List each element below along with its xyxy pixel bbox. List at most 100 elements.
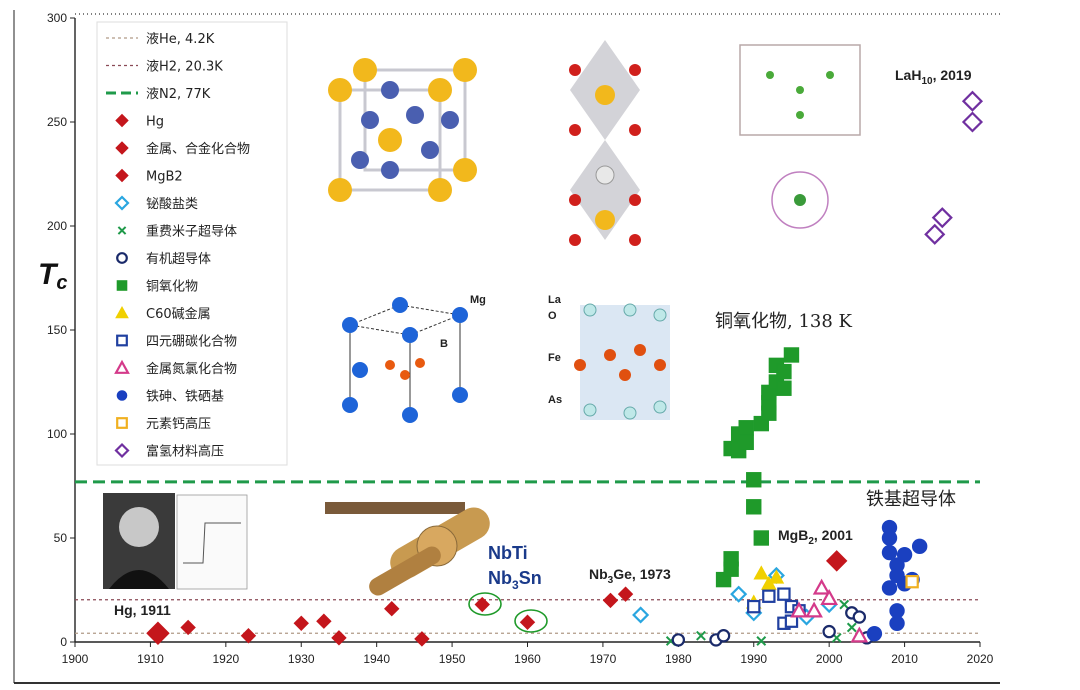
data-point-series-4 [756, 636, 767, 646]
data-point-series-3 [730, 585, 748, 603]
svg-text:La: La [548, 294, 562, 306]
legend: 液He, 4.2K 液H2, 20.3K 液N2, 77K Hg 金属、合金化合物 MgB… [96, 21, 288, 466]
data-point-series-7 [753, 565, 770, 580]
legend-marker-10 [116, 390, 128, 401]
data-point-series-9 [790, 601, 808, 618]
y-tick-label: 150 [47, 323, 67, 337]
y-tick-label: 50 [54, 531, 68, 545]
legend-label: 金属氮氯化合物 [146, 361, 237, 377]
legend-label: 元素钙高压 [146, 416, 211, 432]
legend-marker-8 [116, 334, 128, 347]
legend-label: 有机超导体 [146, 252, 211, 267]
data-point-series-8 [777, 587, 791, 601]
x-tick-label: 1950 [439, 652, 466, 666]
hydride-cage-image [739, 44, 861, 229]
legend-marker-11 [116, 417, 128, 429]
y-tick-label: 100 [47, 427, 67, 441]
legend-label: 铋酸盐类 [146, 197, 198, 212]
annotation-nbti: NbTi [488, 543, 528, 563]
data-point-series-1 [240, 628, 257, 644]
x-tick-label: 1930 [288, 652, 315, 666]
legend-label: 铁砷、铁硒基 [146, 390, 224, 405]
y-axis-label-sub: c [56, 272, 67, 294]
legend-marker-2 [115, 168, 129, 183]
x-tick-label: 1990 [740, 652, 767, 666]
data-point-series-6 [746, 499, 762, 515]
data-point-series-11 [905, 574, 919, 589]
data-point-series-4 [846, 622, 857, 633]
data-point-series-6 [783, 347, 800, 363]
data-point-series-1 [316, 613, 332, 629]
data-point-series-5 [822, 624, 836, 639]
y-tick-label: 0 [60, 635, 67, 649]
annotation-lah10-2019: LaH10, 2019 [895, 67, 972, 87]
x-tick-label: 1940 [363, 652, 390, 666]
data-point-series-12 [961, 111, 984, 133]
legend-label: 液H2, 20.3K [146, 60, 223, 75]
svg-text:O: O [548, 310, 557, 322]
cubic-structure-image [328, 58, 477, 202]
y-tick-label: 200 [47, 219, 67, 233]
legend-box [96, 21, 288, 466]
data-point-series-1 [384, 601, 400, 617]
data-point-series-10 [881, 544, 898, 561]
legend-marker-1 [115, 141, 129, 155]
legend-label: MgB2 [146, 170, 183, 185]
x-tick-label: 1980 [665, 652, 692, 666]
data-point-series-1 [180, 619, 196, 636]
data-point-series-2 [826, 550, 848, 572]
legend-label: 四元硼碳化合物 [146, 335, 237, 350]
y-axis-label-main: T [38, 258, 59, 291]
data-point-series-1 [519, 614, 536, 630]
legend-label: 富氢材料高压 [146, 444, 224, 460]
data-point-series-10 [889, 615, 905, 631]
x-tick-label: 1960 [514, 652, 541, 666]
x-tick-label: 1970 [590, 652, 617, 666]
data-point-series-4 [696, 630, 706, 641]
data-point-series-9 [812, 578, 831, 595]
legend-label: 铜氧化物 [146, 280, 198, 295]
x-tick-label: 1900 [62, 652, 89, 666]
data-point-series-6 [776, 363, 792, 380]
data-point-series-6 [746, 472, 762, 488]
kamerlingh-onnes-photo [103, 493, 248, 590]
data-point-series-9 [805, 601, 823, 618]
nbti-highlight-ellipse [468, 592, 502, 616]
data-point-series-7 [768, 569, 785, 584]
y-axis-label: Tc [38, 258, 67, 294]
data-point-series-6 [738, 420, 754, 436]
data-point-series-5 [852, 610, 867, 624]
perovskite-structure-image [569, 40, 641, 246]
svg-text:Mg: Mg [470, 294, 486, 306]
annotation-hg-1911: Hg, 1911 [114, 602, 171, 618]
data-point-series-1 [602, 592, 619, 609]
data-point-series-12 [961, 90, 984, 112]
x-tick-label: 2010 [891, 652, 918, 666]
data-point-series-9 [850, 626, 869, 643]
annotation-nb3ge-1973: Nb3Ge, 1973 [589, 566, 671, 586]
svg-text:Fe: Fe [548, 352, 561, 364]
data-point-series-10 [881, 580, 898, 596]
data-point-series-1 [293, 615, 309, 631]
legend-label: 液He, 4.2K [146, 32, 215, 47]
x-tick-label: 1910 [137, 652, 164, 666]
data-point-series-6 [738, 434, 754, 451]
annotation-mgb2-2001: MgB2, 2001 [778, 527, 853, 547]
data-point-series-1 [617, 586, 634, 602]
mgb2-structure-image: Mg B [342, 294, 486, 423]
legend-marker-4 [117, 226, 127, 235]
data-point-series-8 [747, 599, 761, 614]
legend-label: 重费米子超导体 [146, 224, 237, 240]
legend-marker-7 [115, 305, 129, 319]
data-point-series-4 [839, 599, 850, 610]
legend-label: C60碱金属 [146, 306, 211, 322]
annotation-iron-based: 铁基超导体 [866, 489, 956, 510]
y-tick-label: 300 [47, 11, 67, 25]
legend-marker-12 [114, 442, 130, 459]
data-point-series-1 [414, 631, 430, 647]
legend-marker-5 [116, 252, 128, 264]
data-point-series-12 [931, 207, 953, 229]
x-tick-label: 1920 [212, 652, 239, 666]
x-tick-label: 2000 [816, 652, 843, 666]
